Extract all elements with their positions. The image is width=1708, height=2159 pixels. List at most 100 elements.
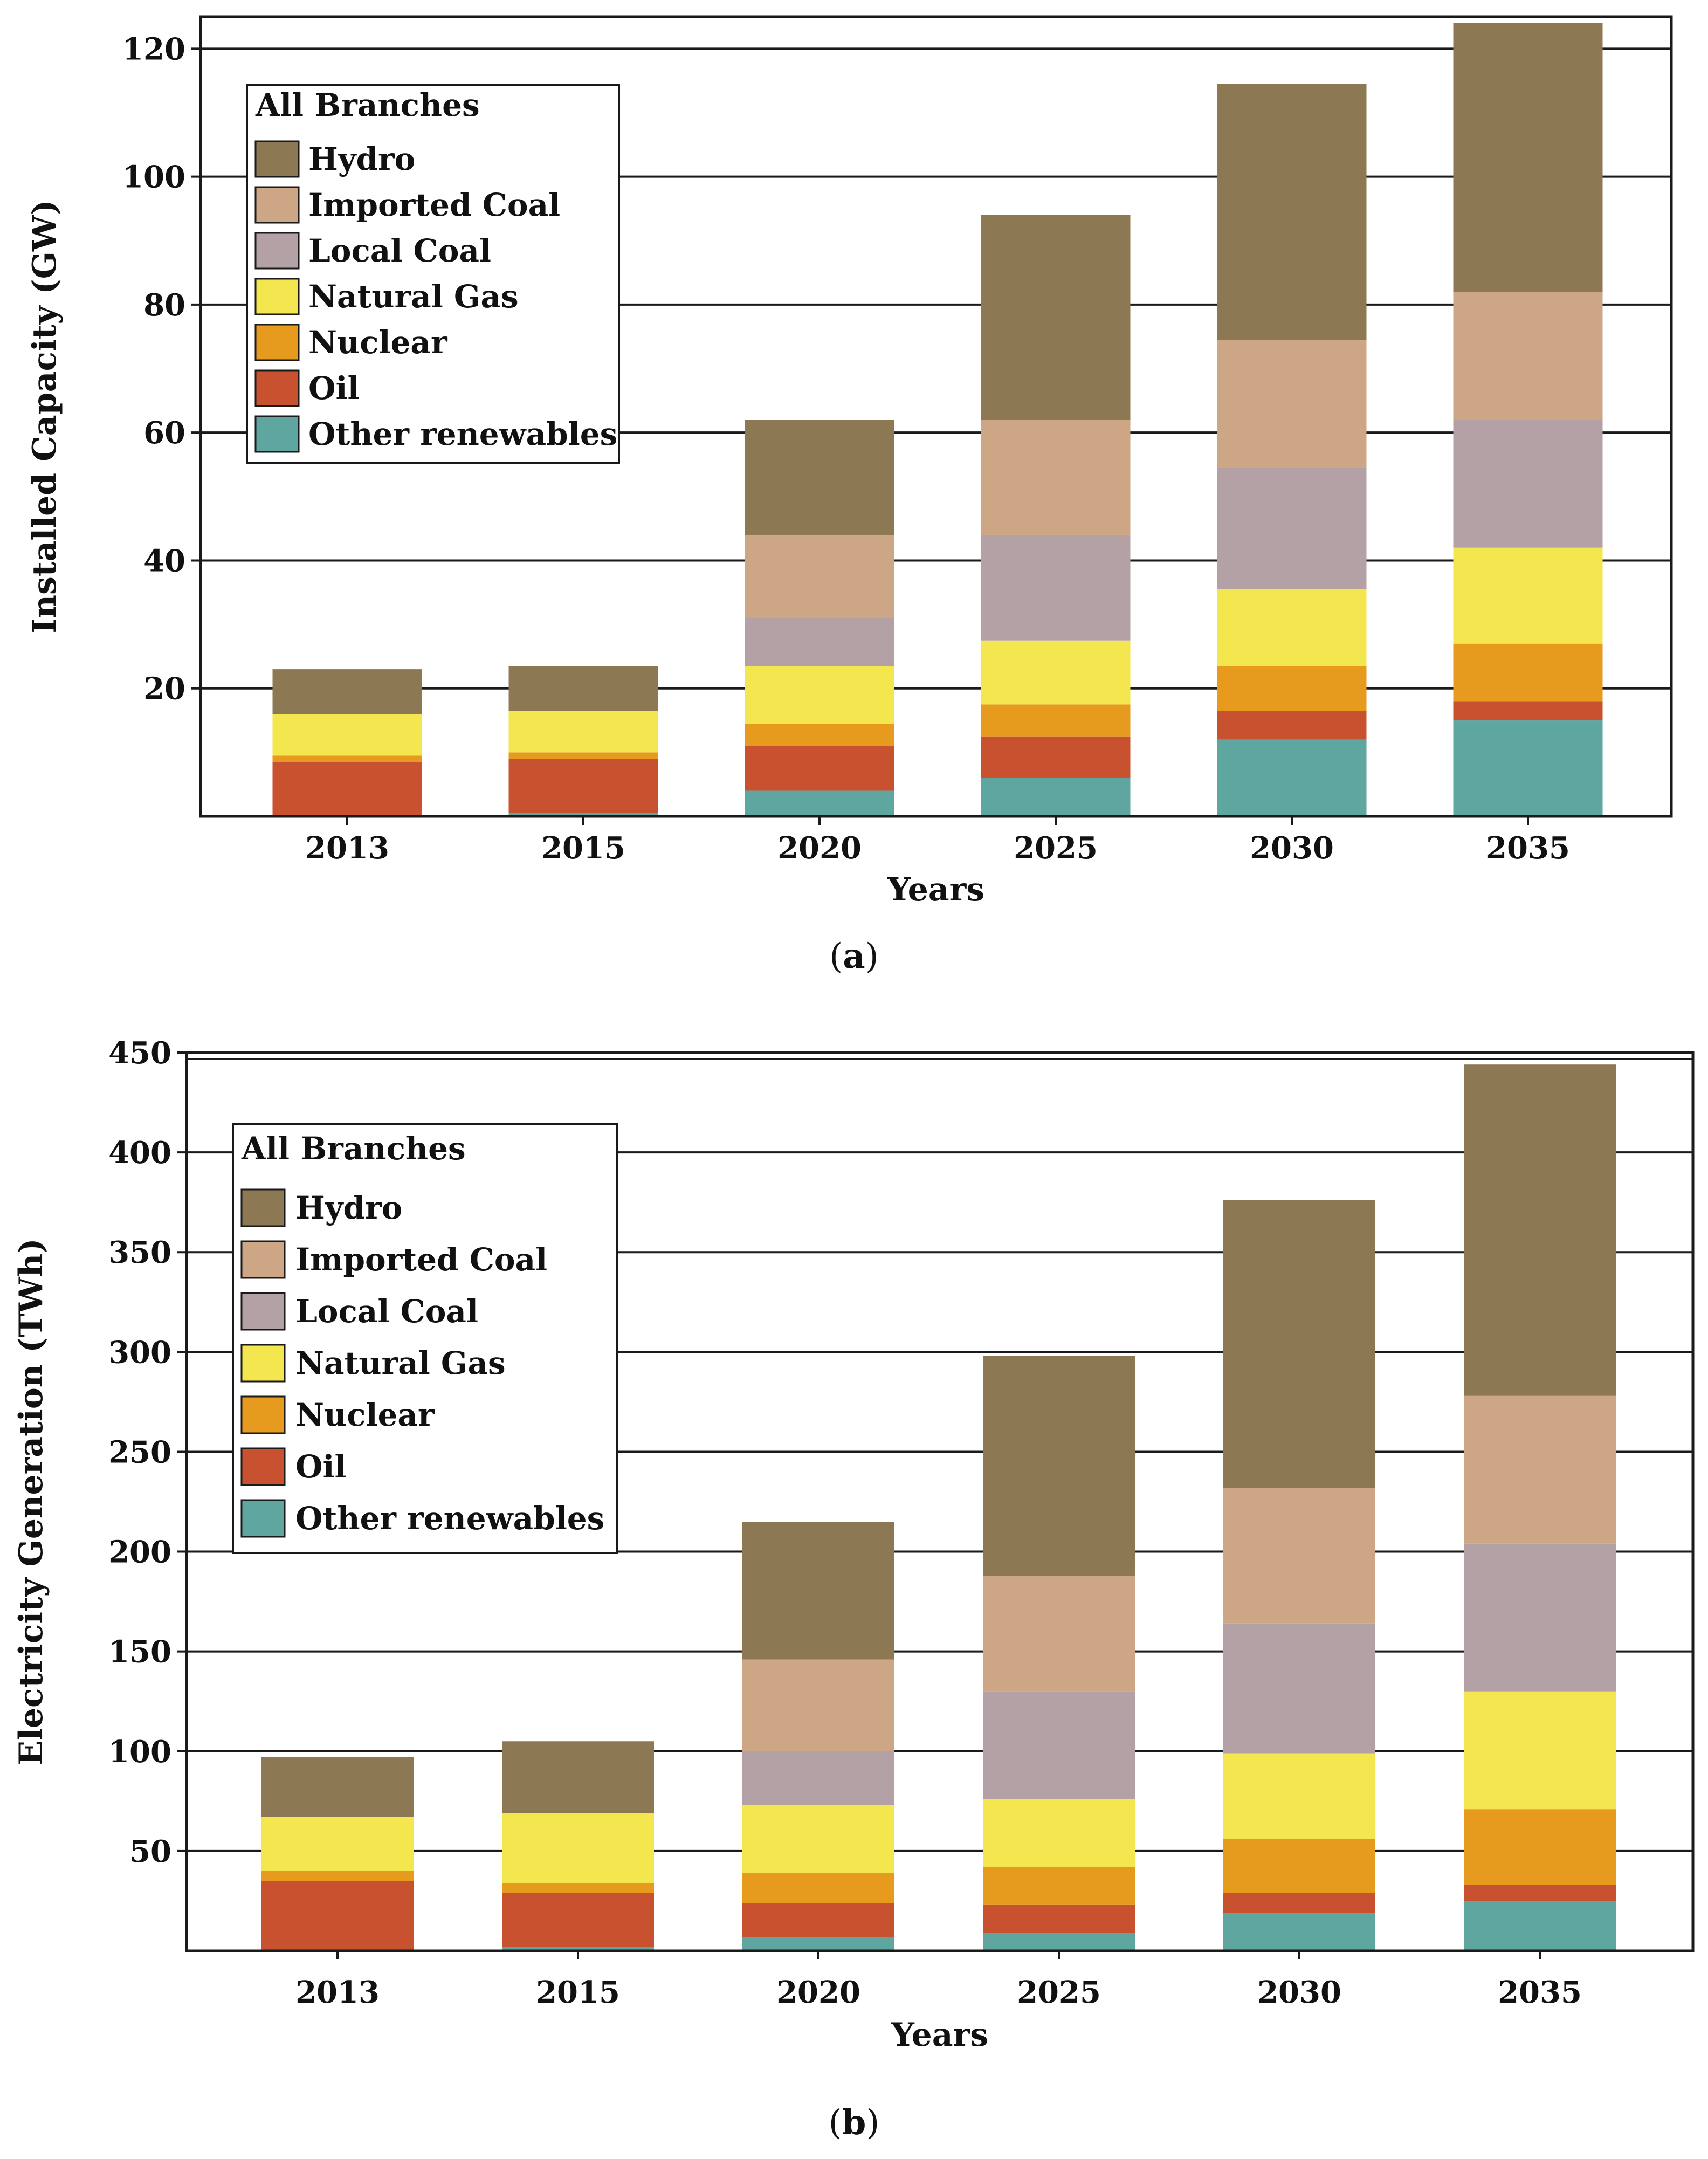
legend-swatch-imported-coal	[254, 186, 300, 224]
legend-label: Local Coal	[295, 1293, 478, 1330]
bar-segment-oil-2035	[1453, 701, 1603, 721]
bar-segment-hydro-2020	[742, 1522, 894, 1660]
x-tick-label: 2020	[777, 830, 862, 866]
bar-segment-oil-2020	[742, 1903, 894, 1937]
bar-segment-local-coal-2025	[981, 534, 1131, 641]
bar-segment-local-coal-2035	[1453, 420, 1603, 548]
legend-swatch-nuclear	[240, 1395, 286, 1434]
bar-segment-natural-gas-2035	[1453, 547, 1603, 644]
bar-segment-natural-gas-2025	[981, 640, 1131, 705]
x-tick-label: 2013	[305, 830, 389, 866]
y-tick-label: 100	[108, 1734, 171, 1770]
legend-swatch-imported-coal	[240, 1240, 286, 1279]
legend-swatch-oil	[240, 1447, 286, 1486]
bar-segment-oil-2013	[261, 1881, 414, 1951]
bar-segment-local-coal-2020	[742, 1751, 894, 1805]
legend-label: Natural Gas	[308, 278, 519, 315]
legend-swatch-oil	[254, 369, 300, 407]
bar-segment-nuclear-2013	[272, 755, 422, 762]
bar-segment-other-renewables-2015	[502, 1947, 654, 1951]
x-tick-label: 2025	[1014, 830, 1098, 866]
x-tick-label: 2025	[1017, 1975, 1101, 2010]
bar-segment-hydro-2015	[508, 666, 658, 711]
y-tick-label: 50	[129, 1834, 171, 1869]
bar-segment-nuclear-2015	[508, 752, 658, 759]
legend-title: All Branches	[255, 87, 480, 123]
bar-segment-natural-gas-2020	[742, 1805, 894, 1873]
bar-segment-natural-gas-2025	[983, 1799, 1135, 1867]
y-tick-label: 100	[122, 160, 185, 195]
legend: All Branches Hydro Imported Coal Local Coal…	[232, 1123, 618, 1554]
y-tick-label: 450	[108, 1035, 171, 1071]
bar-segment-oil-2015	[508, 759, 658, 814]
legend-title: All Branches	[241, 1130, 466, 1167]
x-tick-label: 2015	[541, 830, 625, 866]
legend-label: Oil	[295, 1448, 347, 1485]
bar-segment-local-coal-2030	[1217, 467, 1367, 589]
y-tick-label: 60	[143, 415, 185, 451]
legend-label: Nuclear	[295, 1397, 435, 1433]
bar-segment-natural-gas-2030	[1223, 1753, 1375, 1839]
bar-segment-natural-gas-2015	[502, 1813, 654, 1883]
legend-label: Imported Coal	[295, 1241, 547, 1278]
y-tick-label: 80	[143, 287, 185, 323]
bar-segment-hydro-2025	[981, 215, 1131, 420]
legend-swatch-hydro	[240, 1188, 286, 1227]
y-tick-label: 20	[143, 671, 185, 707]
legend-swatch-natural-gas	[240, 1344, 286, 1383]
y-axis-title: Installed Capacity (GW)	[26, 200, 64, 633]
bar-segment-oil-2013	[272, 762, 422, 816]
legend-label: Oil	[308, 370, 360, 407]
y-tick-label: 300	[108, 1335, 171, 1370]
bar-segment-imported-coal-2025	[981, 420, 1131, 535]
plot-frame	[199, 15, 1673, 818]
legend-swatch-nuclear	[254, 324, 300, 361]
legend-box	[232, 1123, 618, 1554]
legend-label: Nuclear	[308, 324, 448, 361]
legend-box	[246, 84, 620, 464]
x-tick-label: 2013	[295, 1975, 380, 2010]
legend-label: Other renewables	[295, 1500, 604, 1537]
bar-segment-other-renewables-2020	[745, 790, 894, 816]
y-tick-label: 400	[108, 1135, 171, 1171]
x-tick-label: 2015	[536, 1975, 620, 2010]
y-axis-title: Electricity Generation (TWh)	[12, 1238, 50, 1765]
bar-segment-nuclear-2020	[745, 723, 894, 746]
legend-label: Hydro	[308, 141, 415, 177]
bar-segment-hydro-2020	[745, 420, 894, 535]
bar-segment-hydro-2013	[261, 1757, 414, 1817]
bar-segment-natural-gas-2013	[261, 1817, 414, 1871]
legend-swatch-other-renewables	[240, 1499, 286, 1538]
x-tick-label: 2035	[1486, 830, 1570, 866]
bar-segment-natural-gas-2015	[508, 711, 658, 753]
x-tick-label: 2035	[1498, 1975, 1582, 2010]
panel-caption: (a)	[829, 936, 878, 977]
bar-segment-oil-2015	[502, 1893, 654, 1947]
plot-frame	[185, 1051, 1695, 1952]
bar-segment-local-coal-2030	[1223, 1623, 1375, 1754]
bar-segment-hydro-2015	[502, 1741, 654, 1813]
bar-segment-nuclear-2030	[1217, 666, 1367, 711]
bar-segment-other-renewables-2015	[508, 813, 658, 816]
bar-segment-local-coal-2020	[745, 618, 894, 666]
bar-segment-local-coal-2035	[1464, 1543, 1616, 1692]
bar-segment-nuclear-2035	[1464, 1809, 1616, 1885]
legend: All Branches Hydro Imported Coal Local Coal…	[246, 84, 620, 464]
legend-swatch-natural-gas	[254, 278, 300, 315]
legend-swatch-local-coal	[240, 1292, 286, 1331]
bar-segment-oil-2025	[981, 736, 1131, 778]
bar-segment-nuclear-2025	[981, 704, 1131, 737]
y-tick-label: 120	[122, 31, 185, 67]
bar-segment-imported-coal-2025	[983, 1575, 1135, 1692]
bar-segment-oil-2030	[1223, 1893, 1375, 1913]
bar-segment-hydro-2013	[272, 669, 422, 714]
bar-segment-natural-gas-2030	[1217, 589, 1367, 666]
bar-segment-natural-gas-2035	[1464, 1691, 1616, 1810]
bar-segment-local-coal-2025	[983, 1691, 1135, 1799]
bar-segment-imported-coal-2020	[742, 1659, 894, 1751]
bar-segment-hydro-2030	[1217, 84, 1367, 340]
bar-segment-other-renewables-2025	[981, 778, 1131, 816]
legend-swatch-hydro	[254, 140, 300, 178]
x-axis-title: Years	[887, 871, 984, 909]
bar-segment-imported-coal-2035	[1453, 292, 1603, 420]
